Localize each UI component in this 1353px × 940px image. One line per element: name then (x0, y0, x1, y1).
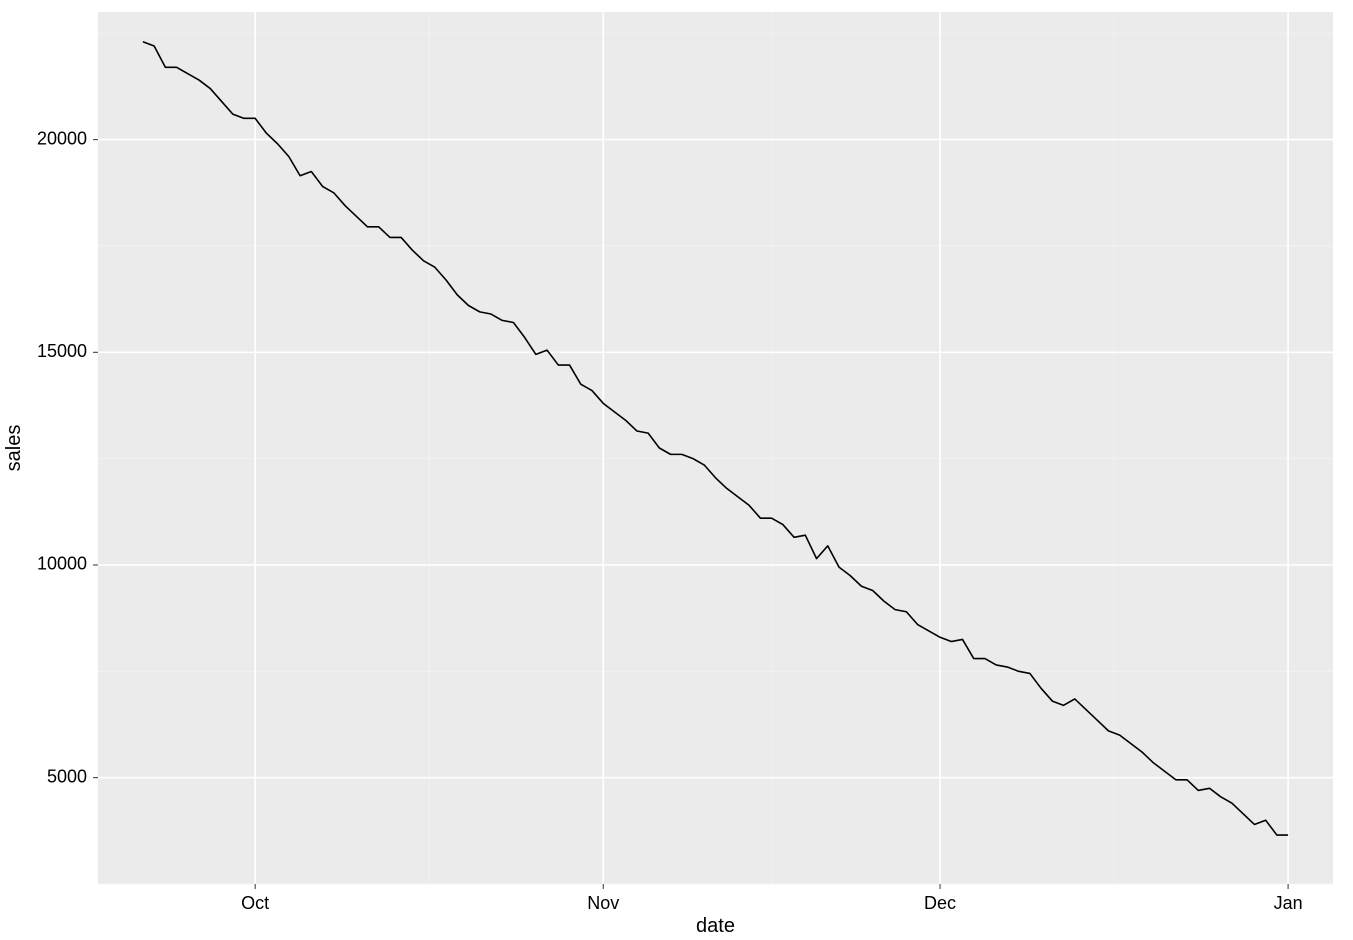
line-chart: 5000 10000 15000 20000 Oct Nov Dec Jan date sales (0, 0, 1353, 940)
x-tick-label: Dec (924, 893, 956, 913)
x-tick-label: Oct (241, 893, 269, 913)
y-axis-title: sales (3, 425, 25, 472)
y-tick-label: 10000 (37, 554, 87, 574)
x-tick-label: Nov (587, 893, 619, 913)
y-tick-label: 5000 (47, 766, 87, 786)
x-axis-title: date (696, 915, 735, 937)
x-tick-label: Jan (1274, 893, 1303, 913)
y-tick-label: 20000 (37, 128, 87, 148)
plot-panel (98, 12, 1333, 884)
y-tick-label: 15000 (37, 341, 87, 361)
